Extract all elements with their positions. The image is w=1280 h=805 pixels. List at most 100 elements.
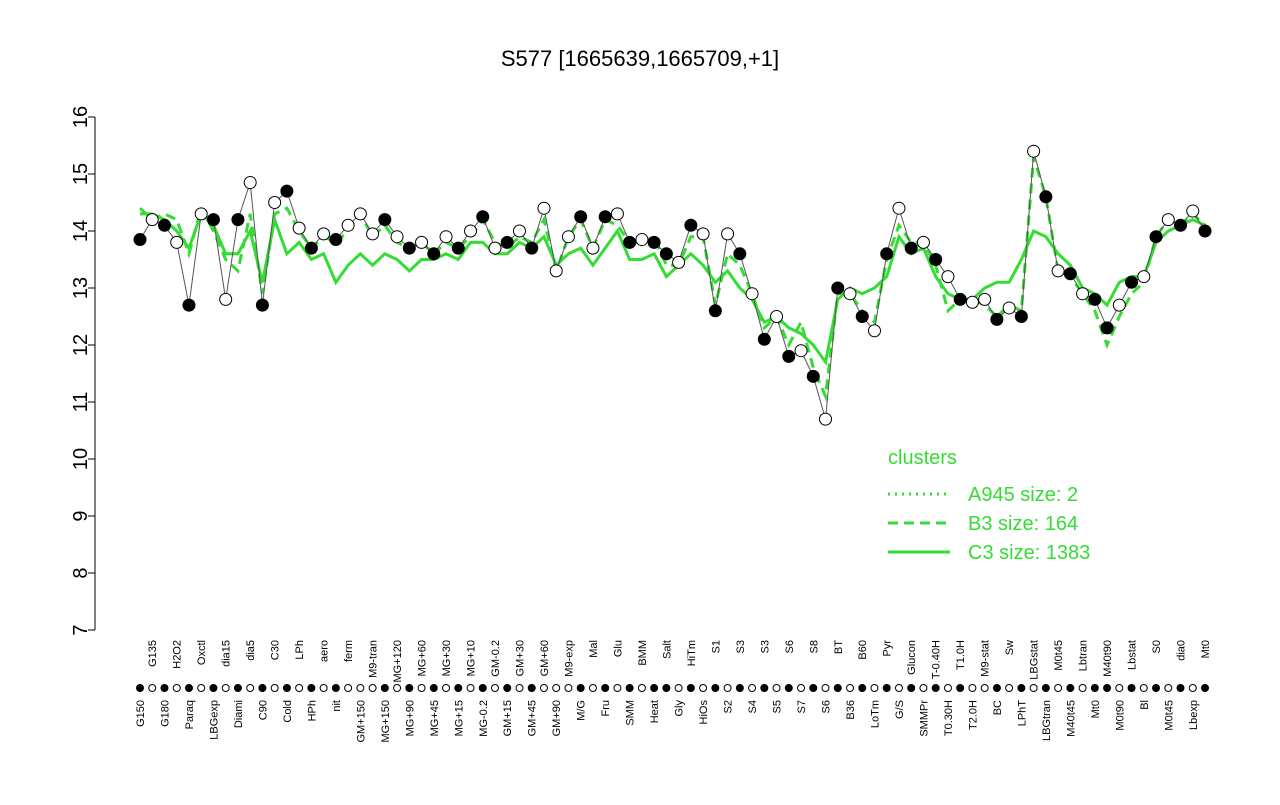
x-tick-label: MG+15 — [453, 700, 465, 736]
point — [1014, 310, 1028, 323]
legend-label: A945 size: 2 — [968, 484, 1078, 506]
point — [304, 241, 318, 255]
rug-point — [270, 684, 279, 692]
rug-point — [931, 684, 940, 692]
point — [1161, 213, 1175, 227]
rug-point — [968, 684, 977, 692]
point — [1125, 275, 1139, 289]
point — [843, 287, 857, 301]
point — [157, 218, 171, 232]
x-tick-label: M9-tran — [368, 640, 380, 678]
rug-point — [711, 684, 720, 692]
rug-point — [907, 684, 916, 692]
point — [598, 210, 612, 224]
point — [1198, 224, 1212, 238]
y-tick-label: 14 — [70, 220, 92, 242]
rug-point — [1090, 684, 1099, 692]
x-tick-label: Lbtran — [1078, 640, 1090, 671]
point — [402, 241, 416, 255]
point — [708, 304, 722, 318]
rug-point — [723, 684, 732, 692]
y-tick-label: 12 — [70, 334, 92, 356]
point — [574, 210, 588, 224]
point — [512, 224, 526, 238]
x-tick-label: Mal — [588, 640, 600, 658]
rug-point — [613, 684, 622, 692]
x-tick-label: LoTm — [869, 700, 881, 728]
rug-point — [748, 684, 757, 692]
rug-point — [674, 684, 683, 692]
rug-point — [1164, 684, 1173, 692]
x-tick-label: BT — [833, 640, 845, 654]
rug-point — [1176, 684, 1185, 692]
point — [341, 218, 355, 232]
x-tick-label: G180 — [159, 700, 171, 727]
x-tick-label: HiOs — [698, 700, 710, 725]
point — [782, 349, 796, 363]
x-tick-label: GM+15 — [502, 700, 514, 736]
point — [1174, 218, 1188, 232]
x-tick-label: LBGtran — [1041, 700, 1053, 741]
x-tick-label: MG+60 — [417, 640, 429, 676]
x-tick-label: MG+10 — [466, 640, 478, 676]
point — [561, 230, 575, 244]
x-tick-label: MG+30 — [441, 640, 453, 676]
point — [721, 227, 735, 241]
point — [892, 201, 906, 215]
x-tick-label: GM+30 — [514, 640, 526, 676]
point — [378, 213, 392, 227]
x-tick-label: Gly — [674, 700, 686, 717]
point — [268, 196, 282, 209]
point — [439, 230, 453, 244]
rug-point — [429, 684, 438, 692]
rug-point — [784, 684, 793, 692]
rug-point — [148, 684, 157, 692]
y-tick-label: 8 — [70, 567, 92, 578]
x-tick-label: MG+45 — [429, 700, 441, 736]
x-tick-label: S6 — [784, 640, 796, 653]
x-tick-label: T-0.40H — [931, 640, 943, 679]
point — [525, 241, 539, 255]
x-tick-label: Mt0 — [1200, 640, 1212, 658]
x-tick-label: T1.0H — [955, 640, 967, 670]
x-tick-label: M9-stat — [980, 640, 992, 677]
x-tick-label: M9-exp — [563, 640, 575, 677]
x-tick-label: Glu — [612, 640, 624, 657]
rug-point — [1066, 684, 1075, 692]
point — [255, 298, 269, 312]
point — [1063, 267, 1077, 281]
point — [1051, 264, 1065, 278]
x-tick-label: MG+90 — [404, 700, 416, 736]
y-tick-label: 15 — [70, 163, 92, 185]
rug-point — [1127, 684, 1136, 692]
rug-point — [393, 684, 402, 692]
rug-point — [1041, 684, 1050, 692]
x-tick-label: B36 — [845, 700, 857, 720]
x-tick-label: H2O2 — [172, 640, 184, 669]
y-tick-label: 16 — [70, 106, 92, 128]
x-tick-label: S0 — [1151, 640, 1163, 653]
rug-point — [258, 684, 267, 692]
x-tick-label: Pyr — [882, 640, 894, 657]
x-tick-label: Cold — [282, 700, 294, 723]
rug-point — [846, 684, 854, 692]
rug-point — [417, 684, 426, 692]
rug-point — [1188, 684, 1197, 692]
point — [586, 241, 600, 255]
x-tick-label: SMM — [625, 700, 637, 726]
point — [390, 230, 404, 244]
point — [366, 227, 380, 241]
y-tick-label: 11 — [70, 392, 92, 413]
point — [317, 227, 331, 241]
x-tick-label: ferm — [343, 640, 355, 662]
x-tick-label: GM+150 — [355, 700, 367, 743]
point — [1027, 144, 1041, 158]
rug-point — [221, 684, 230, 692]
rug-point — [246, 684, 255, 692]
x-tick-label: dia0 — [1176, 640, 1188, 661]
rug-point — [588, 684, 597, 692]
point — [965, 295, 979, 309]
point — [659, 247, 673, 261]
point — [1137, 270, 1151, 284]
